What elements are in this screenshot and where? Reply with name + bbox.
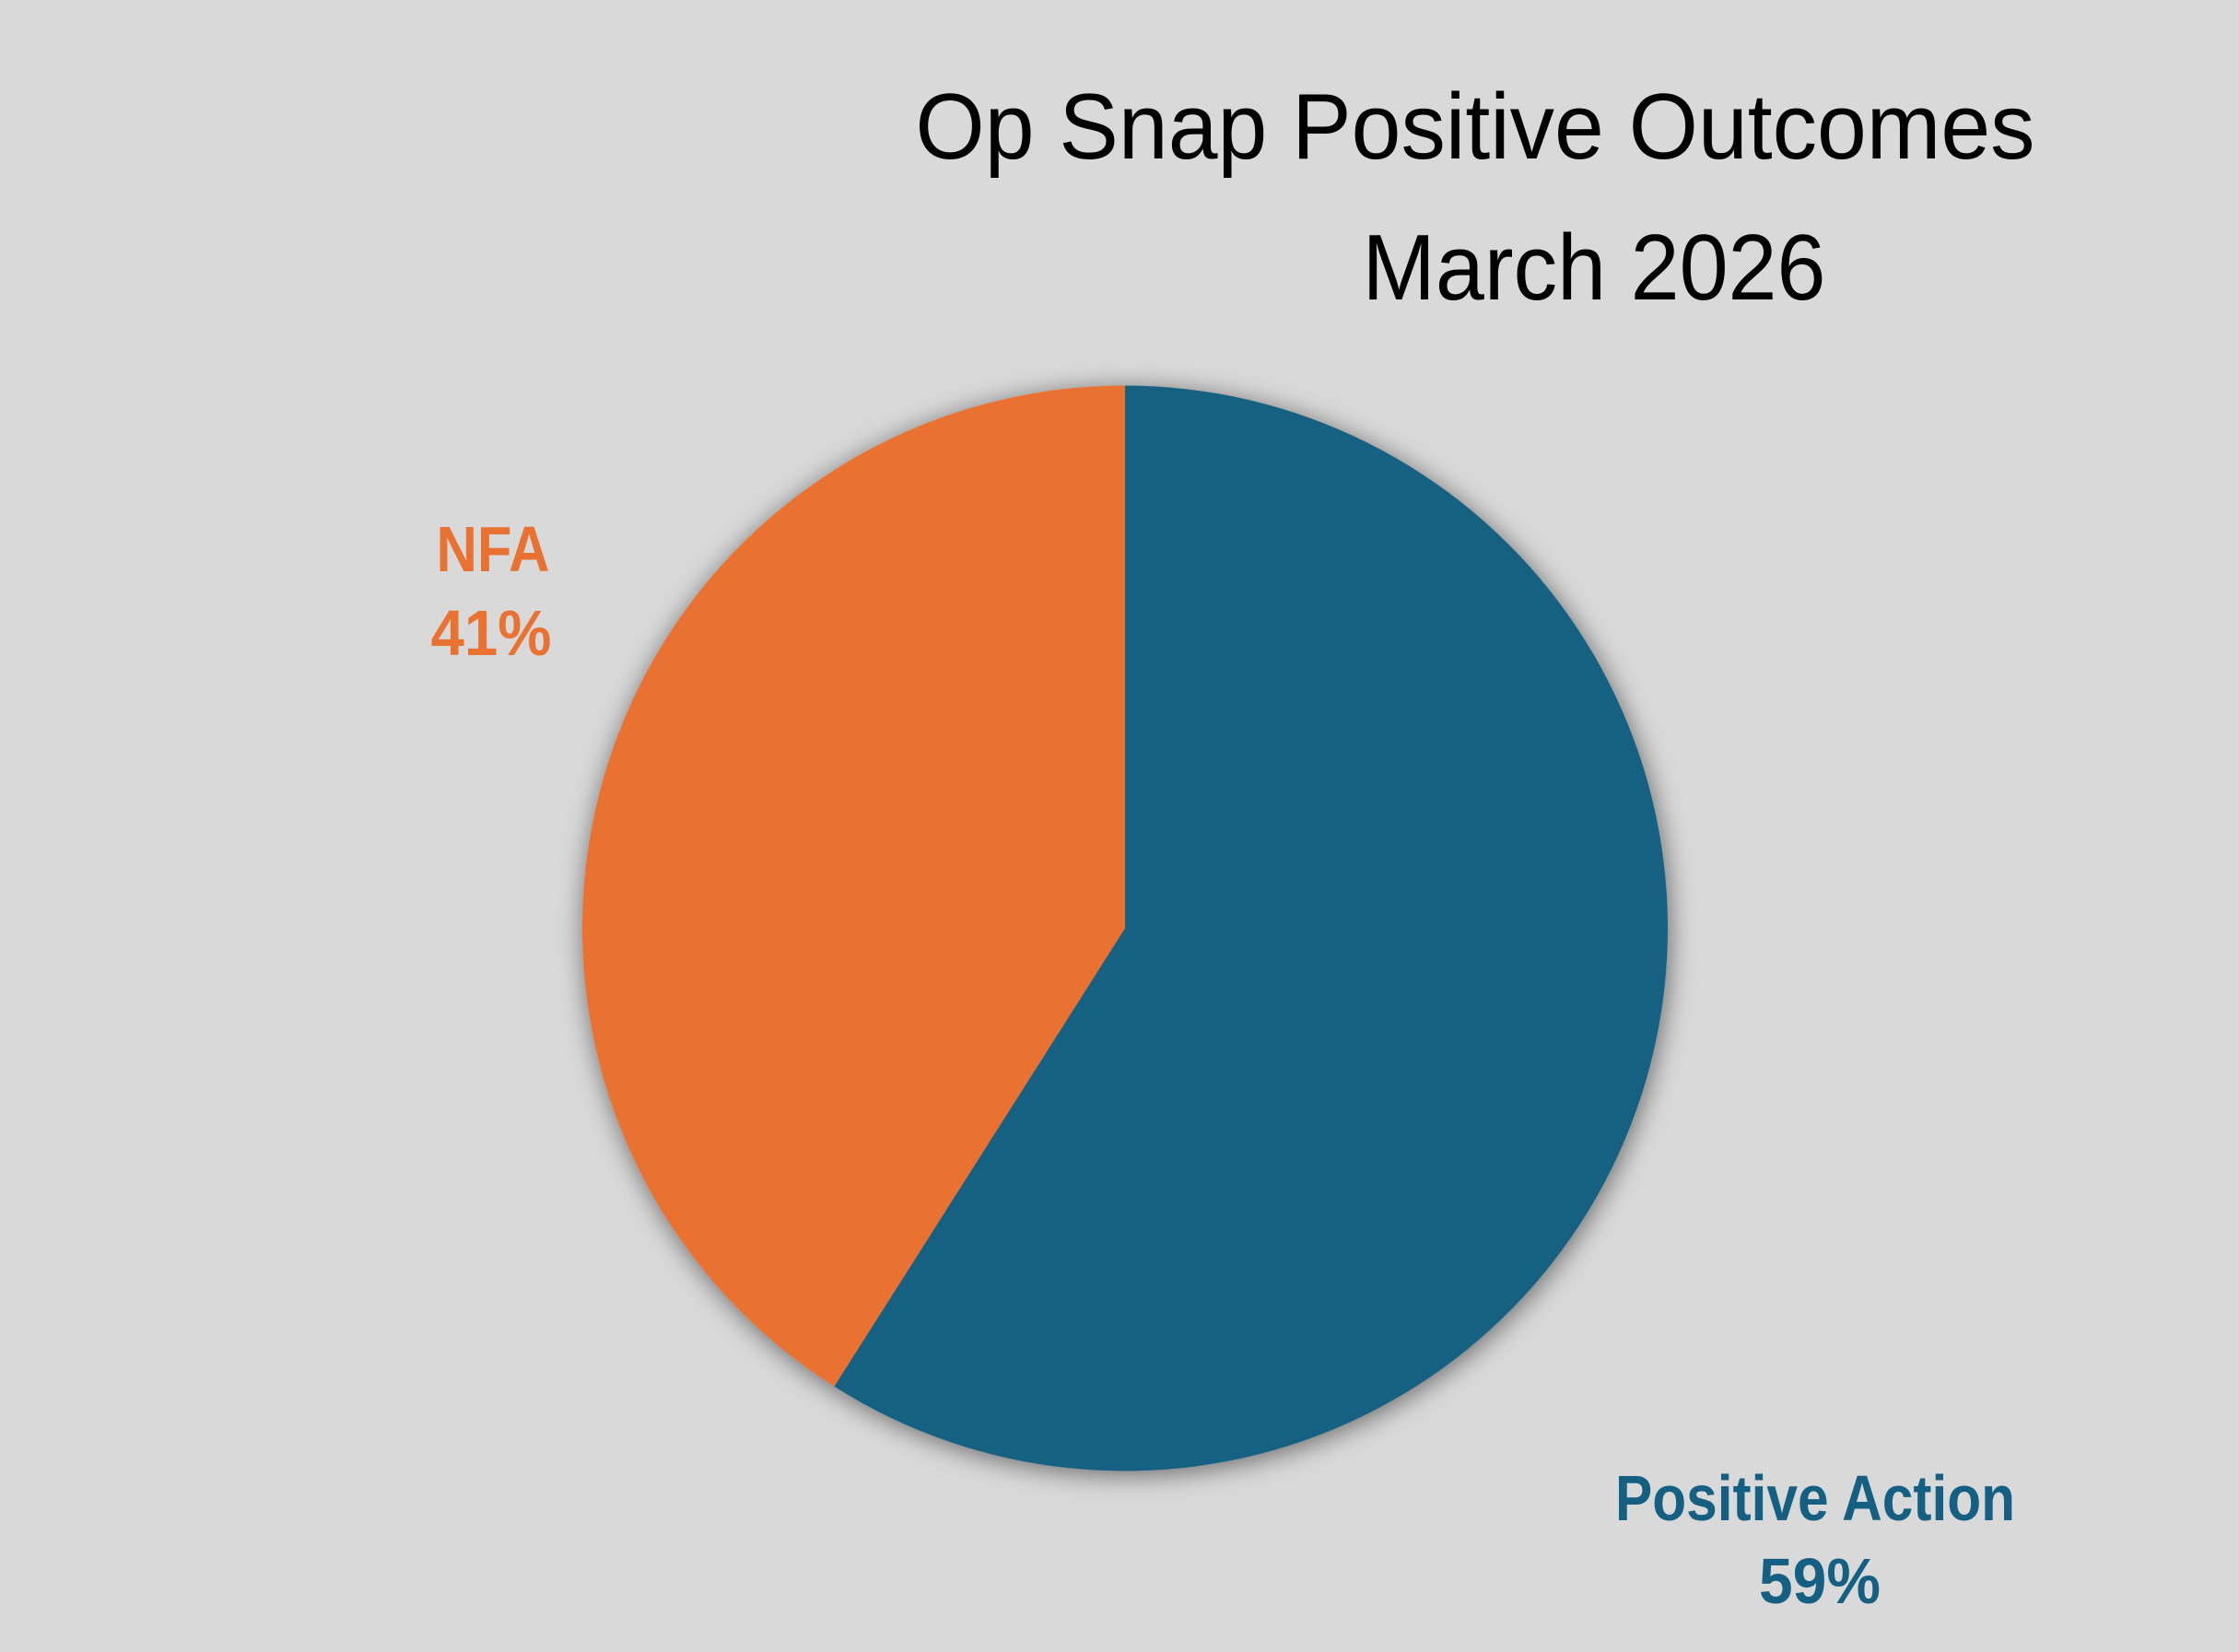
svg-text:March 2026: March 2026: [1363, 217, 1826, 320]
svg-text:Positive Action: Positive Action: [1615, 1462, 2015, 1534]
svg-text:NFA: NFA: [437, 513, 550, 585]
svg-text:Op Snap Positive Outcomes: Op Snap Positive Outcomes: [916, 76, 2035, 179]
svg-text:59%: 59%: [1759, 1545, 1881, 1617]
svg-text:41%: 41%: [431, 597, 552, 669]
